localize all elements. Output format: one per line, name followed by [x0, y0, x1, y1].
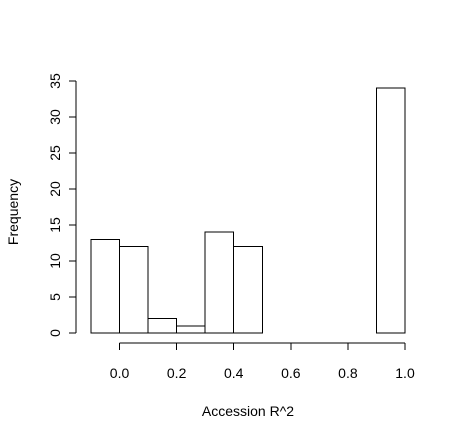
- x-tick-label: 0.8: [338, 365, 358, 381]
- y-tick-label: 10: [47, 253, 63, 269]
- y-tick-label: 0: [47, 329, 63, 337]
- histogram-bar: [376, 88, 405, 333]
- histogram-bar: [120, 247, 149, 333]
- histogram-bar: [205, 232, 234, 333]
- x-tick-label: 1.0: [395, 365, 415, 381]
- y-tick-label: 35: [47, 73, 63, 89]
- y-tick-label: 15: [47, 217, 63, 233]
- x-tick-label: 0.2: [167, 365, 187, 381]
- x-axis: 0.0 0.2 0.4 0.6 0.8 1.0: [110, 343, 415, 381]
- x-axis-title: Accession R^2: [202, 403, 294, 419]
- y-tick-label: 30: [47, 109, 63, 125]
- histogram-bar: [148, 319, 177, 333]
- y-tick-label: 25: [47, 145, 63, 161]
- bars-group: [91, 88, 405, 333]
- histogram-bar: [234, 247, 263, 333]
- y-tick-label: 20: [47, 181, 63, 197]
- histogram-bar: [177, 326, 206, 333]
- x-tick-label: 0.0: [110, 365, 130, 381]
- x-tick-label: 0.4: [224, 365, 244, 381]
- y-axis: 0 5 10 15 20 25 30 35: [47, 73, 76, 337]
- histogram-bar: [91, 239, 120, 333]
- x-tick-label: 0.6: [281, 365, 301, 381]
- y-axis-title: Frequency: [5, 179, 21, 245]
- y-tick-label: 5: [47, 293, 63, 301]
